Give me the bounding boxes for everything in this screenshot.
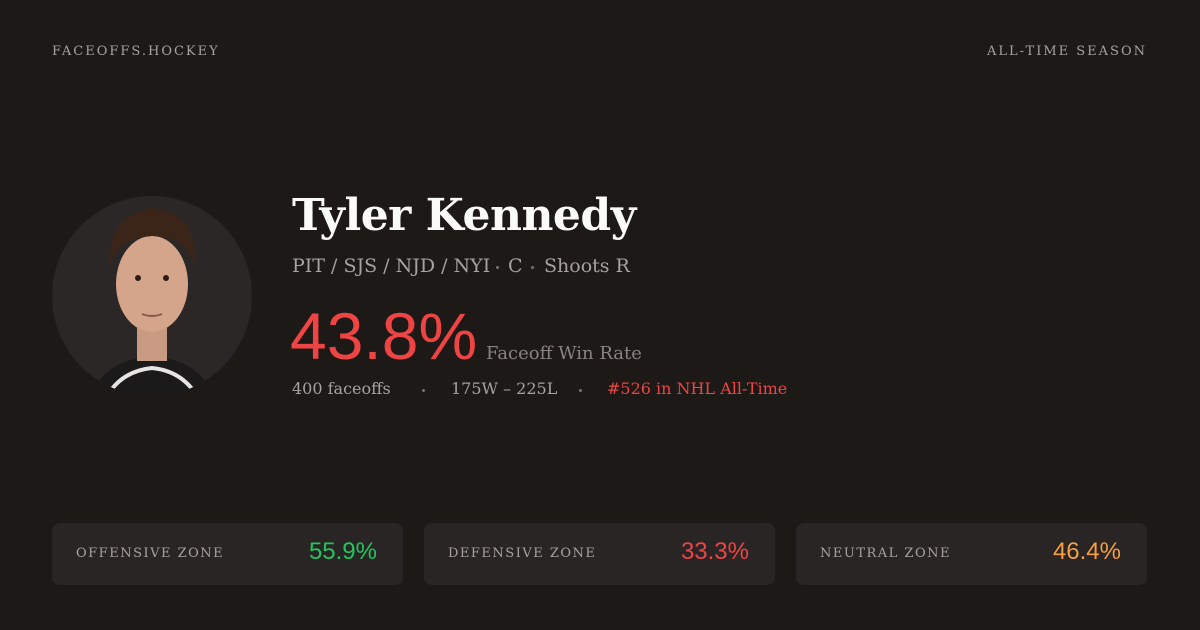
- zone-value: 33.3%: [680, 538, 749, 565]
- site-name: FACEOFFS.HOCKEY: [52, 44, 220, 59]
- record: 175W – 225L: [451, 379, 558, 398]
- separator: [496, 266, 499, 269]
- teams: PIT / SJS / NJD / NYI: [292, 255, 491, 277]
- zone-card: OFFENSIVE ZONE 55.9%: [52, 523, 403, 585]
- zone-value: 55.9%: [308, 538, 377, 565]
- rank: #526 in NHL All-Time: [607, 379, 788, 398]
- separator: [531, 266, 534, 269]
- win-rate-label: Faceoff Win Rate: [486, 343, 642, 364]
- separator: [422, 389, 425, 392]
- position: C: [508, 255, 523, 277]
- scope: ALL-TIME SEASON: [986, 44, 1147, 59]
- win-rate: 43.8%: [290, 299, 478, 373]
- zone-label: NEUTRAL ZONE: [820, 546, 951, 561]
- zone-card: DEFENSIVE ZONE 33.3%: [424, 523, 775, 585]
- zone-value: 46.4%: [1052, 538, 1121, 565]
- zone-label: DEFENSIVE ZONE: [448, 546, 597, 561]
- shoots: Shoots R: [544, 255, 630, 277]
- zone-label: OFFENSIVE ZONE: [76, 546, 225, 561]
- player-name: Tyler Kennedy: [292, 190, 636, 241]
- avatar: [52, 196, 252, 396]
- zone-card: NEUTRAL ZONE 46.4%: [796, 523, 1147, 585]
- separator: [579, 389, 582, 392]
- faceoffs: 400 faceoffs: [292, 379, 391, 398]
